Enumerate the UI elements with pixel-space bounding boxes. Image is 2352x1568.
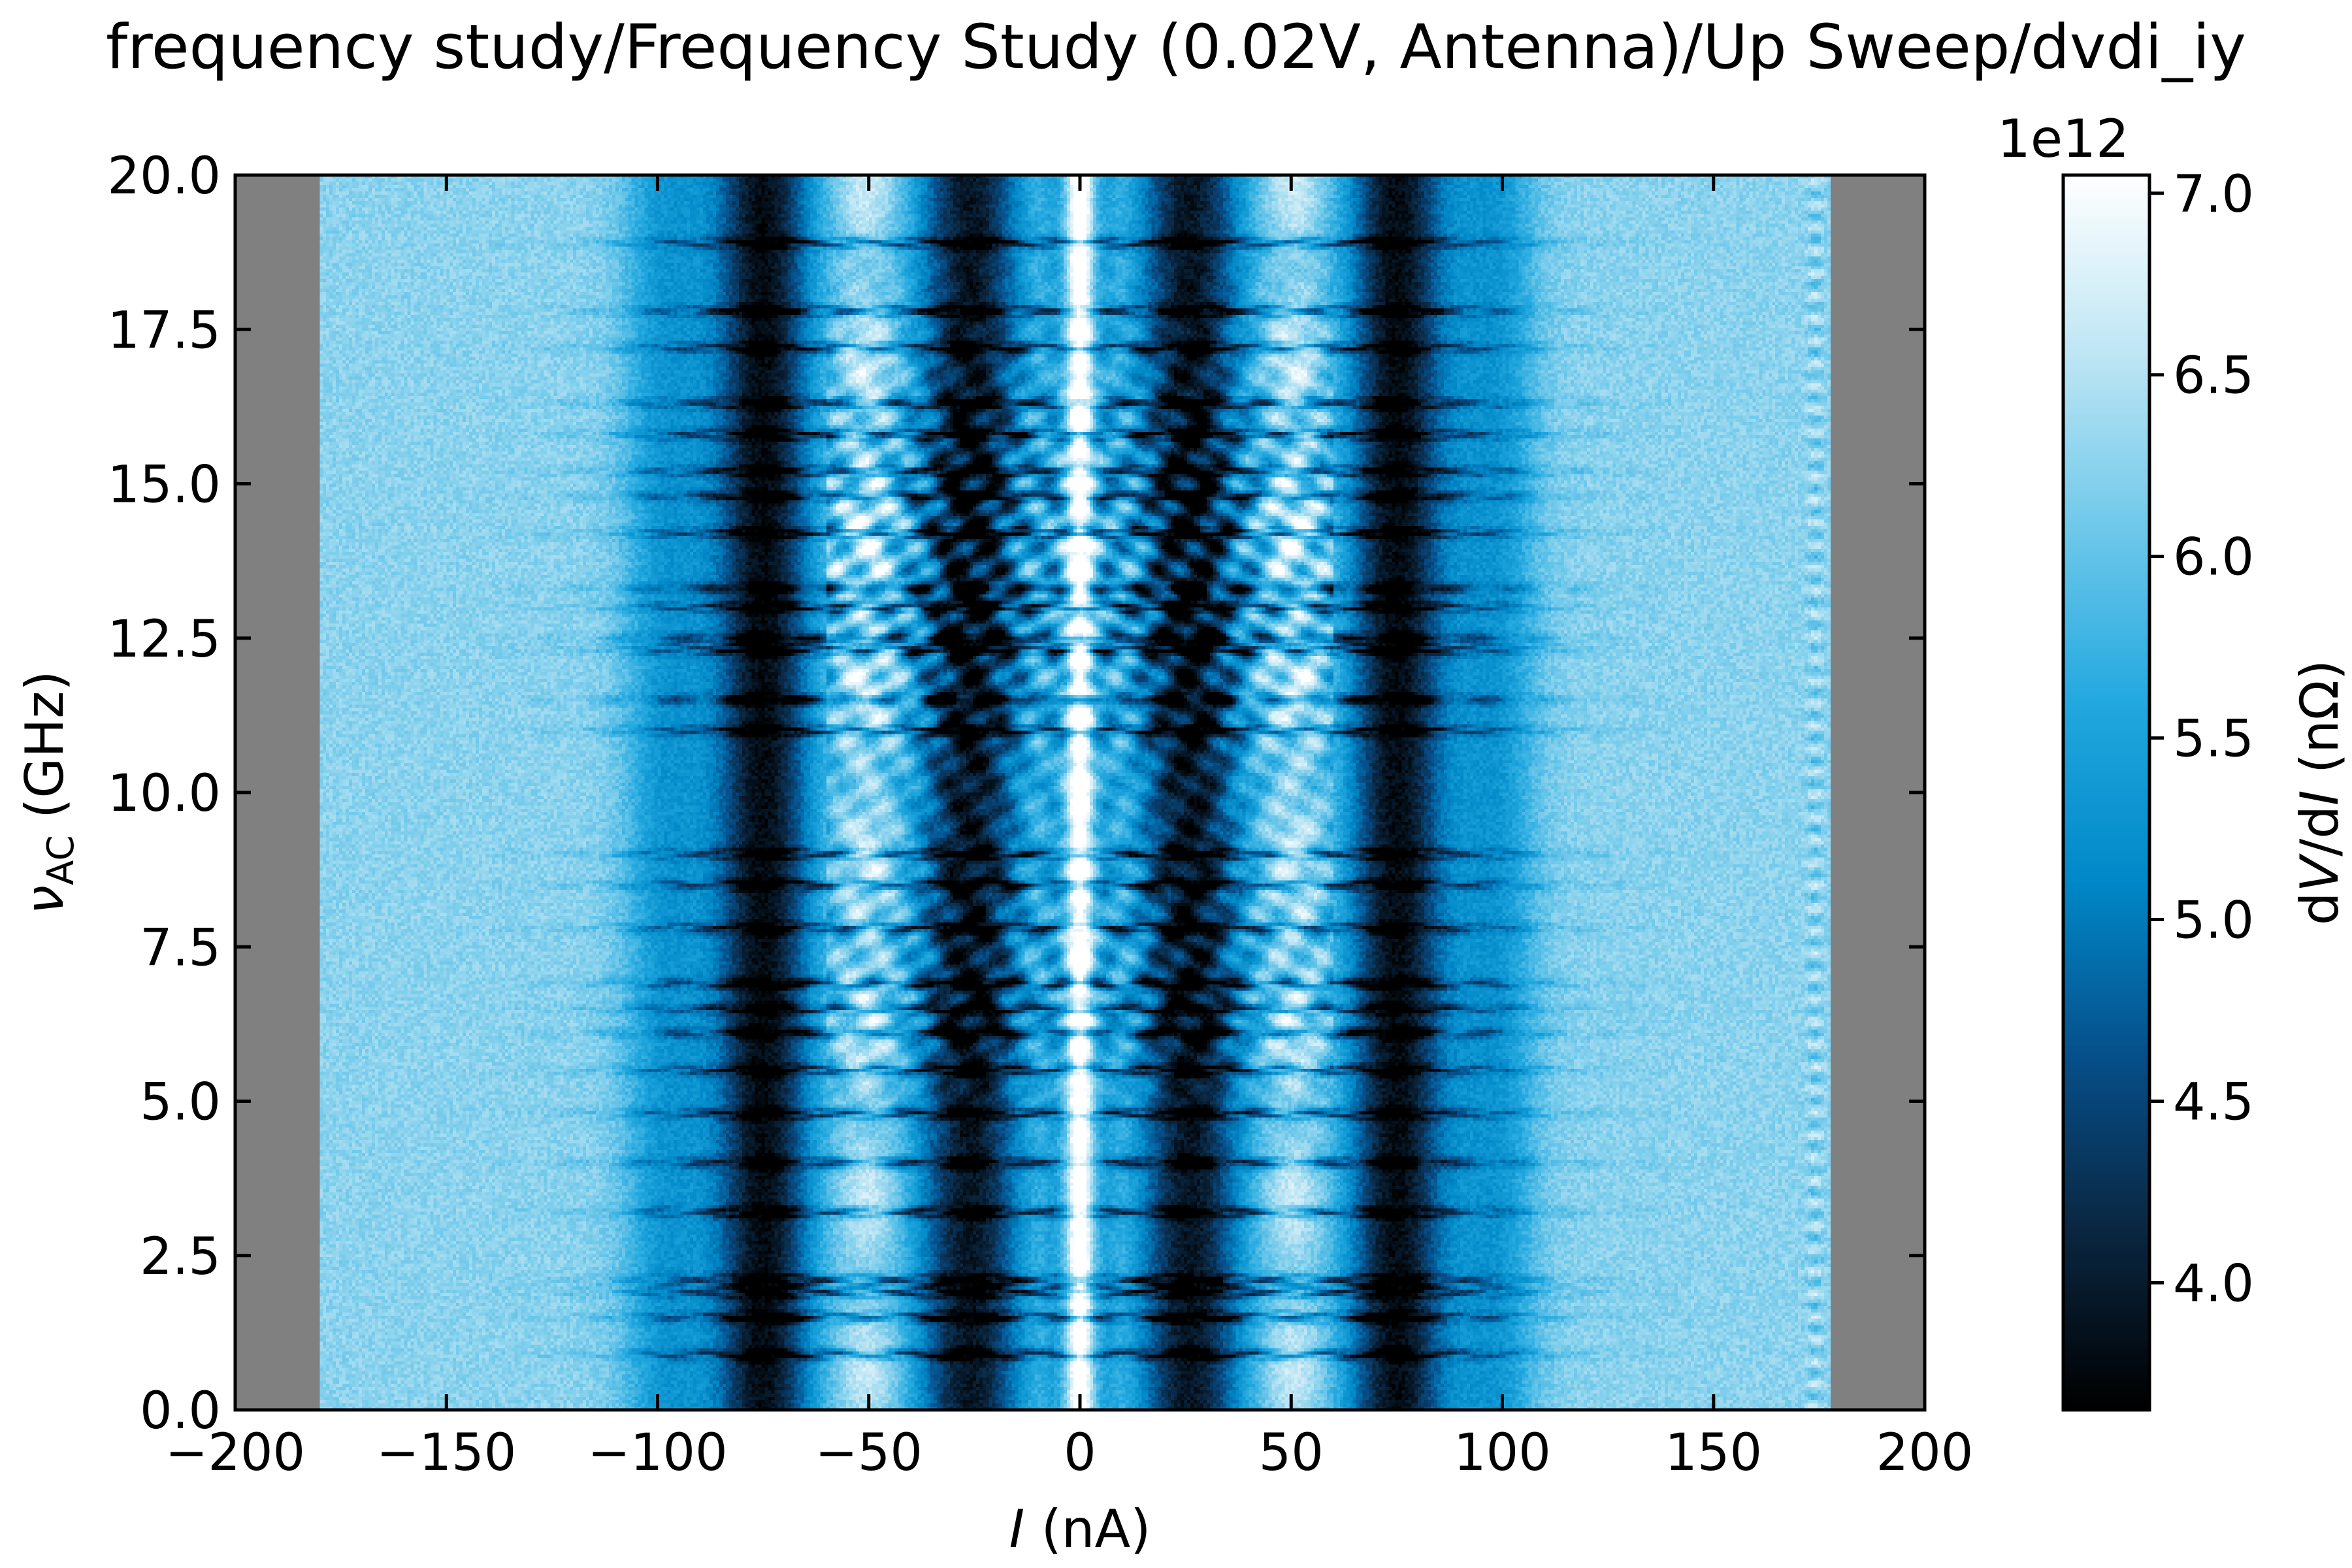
x-tick-label: −150	[376, 1424, 516, 1482]
x-label-variable: I	[1009, 1499, 1025, 1560]
y-tick-label: 12.5	[107, 610, 221, 669]
y-tick-label: 7.5	[140, 919, 221, 977]
cbar-label-part: V	[2289, 853, 2350, 892]
colorbar-gradient	[2063, 175, 2149, 1410]
cbar-label-part: (nΩ)	[2289, 660, 2350, 791]
x-tick-label: 150	[1665, 1424, 1762, 1482]
y-tick-label: 0.0	[140, 1382, 221, 1441]
y-tick-label: 10.0	[107, 764, 221, 823]
colorbar-offset-label: 1e12	[1997, 108, 2129, 169]
y-tick-label: 20.0	[107, 147, 221, 206]
colorbar-tick-label: 4.5	[2173, 1073, 2254, 1132]
y-label-unit: (GHz)	[14, 670, 75, 835]
x-tick-label: −100	[587, 1424, 727, 1482]
y-label-subscript: AC	[40, 835, 82, 885]
y-label-symbol: ν	[14, 885, 75, 915]
y-axis-label: νAC (GHz)	[14, 670, 82, 914]
x-tick-label: −200	[165, 1424, 305, 1482]
y-tick-label: 15.0	[107, 456, 221, 515]
x-tick-label: 200	[1876, 1424, 1974, 1482]
colorbar-tick-label: 6.5	[2173, 347, 2254, 406]
x-tick-label: 100	[1454, 1424, 1551, 1482]
y-tick-label: 2.5	[140, 1228, 221, 1286]
x-axis: −200 −150 −100 −50 0 50 100 150 200	[165, 175, 1974, 1482]
y-axis: 0.0 2.5 5.0 7.5 10.0 12.5 15.0 17.5 20.0	[107, 147, 1925, 1441]
heatmap-image	[235, 175, 1925, 1410]
x-tick-label: 0	[1064, 1424, 1096, 1482]
cbar-label-part: d	[2289, 892, 2350, 925]
colorbar-label: dV/dI (nΩ)	[2289, 660, 2350, 926]
y-tick-label: 5.0	[140, 1073, 221, 1132]
x-axis-label: I (nA)	[1009, 1499, 1151, 1560]
colorbar-tick-label: 5.5	[2173, 710, 2254, 769]
chart-title: frequency study/Frequency Study (0.02V, …	[106, 12, 2246, 83]
cbar-label-part: I	[2289, 790, 2350, 806]
colorbar-frame	[2061, 173, 2151, 1412]
x-tick-label: 50	[1259, 1424, 1324, 1482]
y-tick-label: 17.5	[107, 301, 221, 360]
colorbar-tick-label: 7.0	[2173, 165, 2254, 224]
cbar-label-part: /d	[2289, 806, 2350, 857]
x-tick-label: −50	[815, 1424, 923, 1482]
colorbar-axis: 4.0 4.5 5.0 5.5 6.0 6.5 7.0	[2149, 165, 2254, 1313]
x-label-unit: (nA)	[1024, 1499, 1151, 1560]
colorbar-tick-label: 6.0	[2173, 529, 2254, 587]
colorbar-tick-label: 5.0	[2173, 892, 2254, 951]
colorbar-tick-label: 4.0	[2173, 1254, 2254, 1313]
plot-frame	[233, 173, 1927, 1412]
